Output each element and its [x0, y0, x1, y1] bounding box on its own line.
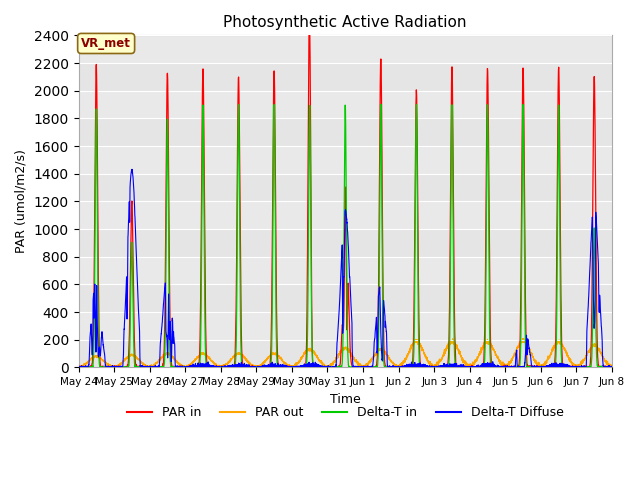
Bar: [79, 312, 612, 340]
X-axis label: Time: Time: [330, 393, 360, 406]
Bar: [79, 119, 612, 146]
Legend: PAR in, PAR out, Delta-T in, Delta-T Diffuse: PAR in, PAR out, Delta-T in, Delta-T Dif…: [122, 401, 569, 424]
Bar: [79, 174, 612, 202]
Title: Photosynthetic Active Radiation: Photosynthetic Active Radiation: [223, 15, 467, 30]
Bar: [79, 91, 612, 119]
Bar: [79, 257, 612, 285]
Bar: [79, 36, 612, 63]
Bar: [79, 285, 612, 312]
Text: VR_met: VR_met: [81, 37, 131, 50]
Bar: [79, 63, 612, 91]
Bar: [79, 229, 612, 257]
Bar: [79, 340, 612, 367]
Y-axis label: PAR (umol/m2/s): PAR (umol/m2/s): [15, 149, 28, 253]
Bar: [79, 146, 612, 174]
Bar: [79, 202, 612, 229]
